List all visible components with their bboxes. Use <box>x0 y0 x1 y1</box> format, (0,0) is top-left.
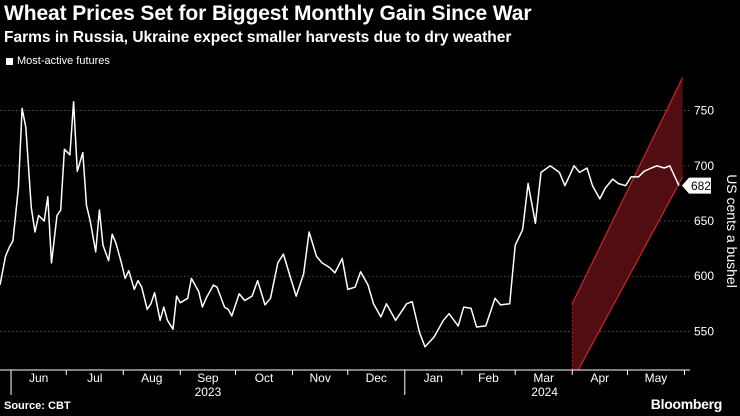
x-month-label: Jun <box>29 371 48 385</box>
y-tick-label: 550 <box>694 324 714 338</box>
x-month-label: Nov <box>309 371 330 385</box>
series-line <box>0 101 680 348</box>
x-month-label: Feb <box>478 371 499 385</box>
y-tick-label: 600 <box>694 269 714 283</box>
legend: Most-active futures <box>6 55 110 67</box>
y-tick-label: 750 <box>694 104 714 118</box>
trend-channel-fill <box>572 77 683 370</box>
x-month-label: Jan <box>424 371 443 385</box>
trend-channel-upper <box>571 77 684 305</box>
chart-title: Wheat Prices Set for Biggest Monthly Gai… <box>4 2 532 25</box>
x-month-label: Jul <box>87 371 102 385</box>
last-value-label: 682 <box>681 177 711 194</box>
x-month-label: Apr <box>590 371 609 385</box>
y-tick-label: 700 <box>694 159 714 173</box>
legend-swatch <box>6 57 13 65</box>
bloomberg-logo: Bloomberg <box>650 396 723 412</box>
x-month-label: Aug <box>141 371 162 385</box>
legend-label: Most-active futures <box>17 55 110 67</box>
last-value-text: 682 <box>691 179 711 193</box>
x-year-label: 2024 <box>531 385 558 399</box>
y-tick-label: 650 <box>694 214 714 228</box>
x-month-label: May <box>645 371 668 385</box>
x-month-label: Mar <box>533 371 554 385</box>
trend-channel-lower <box>577 176 684 370</box>
y-axis-title: US cents a bushel <box>724 174 740 288</box>
x-year-label: 2023 <box>195 385 222 399</box>
trend-channel <box>571 77 684 370</box>
x-month-label: Sep <box>197 371 219 385</box>
source-note: Source: CBT <box>4 400 71 412</box>
chart-subtitle: Farms in Russia, Ukraine expect smaller … <box>4 29 512 46</box>
x-month-label: Dec <box>366 371 387 385</box>
last-value-tag <box>681 177 711 194</box>
x-month-label: Oct <box>255 371 274 385</box>
